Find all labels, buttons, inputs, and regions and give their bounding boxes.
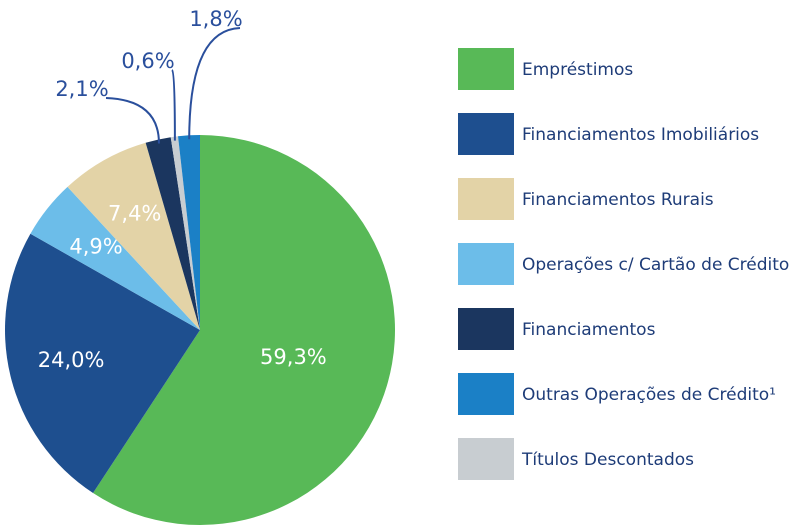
pie-slice xyxy=(67,142,200,330)
legend-swatch xyxy=(458,438,514,480)
legend-label: Empréstimos xyxy=(522,60,633,80)
pie-slice xyxy=(4,233,200,494)
data-label: 1,8% xyxy=(189,7,242,31)
data-label: 2,1% xyxy=(55,77,108,101)
data-label: 59,3% xyxy=(260,345,327,369)
legend-label: Outras Operações de Crédito¹ xyxy=(522,385,776,405)
legend-swatch xyxy=(458,308,514,350)
legend-swatch xyxy=(458,243,514,285)
legend-swatch xyxy=(458,373,514,415)
leader-line xyxy=(188,27,241,140)
legend-label: Financiamentos Imobiliários xyxy=(522,125,759,145)
pie-slice xyxy=(30,186,200,330)
legend-label: Operações c/ Cartão de Crédito xyxy=(522,255,789,275)
leader-line xyxy=(105,97,160,144)
data-label: 24,0% xyxy=(38,348,105,372)
data-label: 7,4% xyxy=(108,202,161,226)
legend-label: Financiamentos xyxy=(522,320,656,340)
data-label: 4,9% xyxy=(69,235,122,259)
legend-swatch xyxy=(458,113,514,155)
pie-slice xyxy=(145,137,200,330)
legend-swatch xyxy=(458,178,514,220)
pie-slice xyxy=(170,136,200,330)
legend-swatch xyxy=(458,48,514,90)
legend-label: Financiamentos Rurais xyxy=(522,190,714,210)
data-label: 0,6% xyxy=(121,49,174,73)
pie-slice xyxy=(178,135,200,330)
leader-line xyxy=(171,69,176,141)
pie-slice xyxy=(93,135,395,525)
legend-label: Títulos Descontados xyxy=(521,450,694,470)
